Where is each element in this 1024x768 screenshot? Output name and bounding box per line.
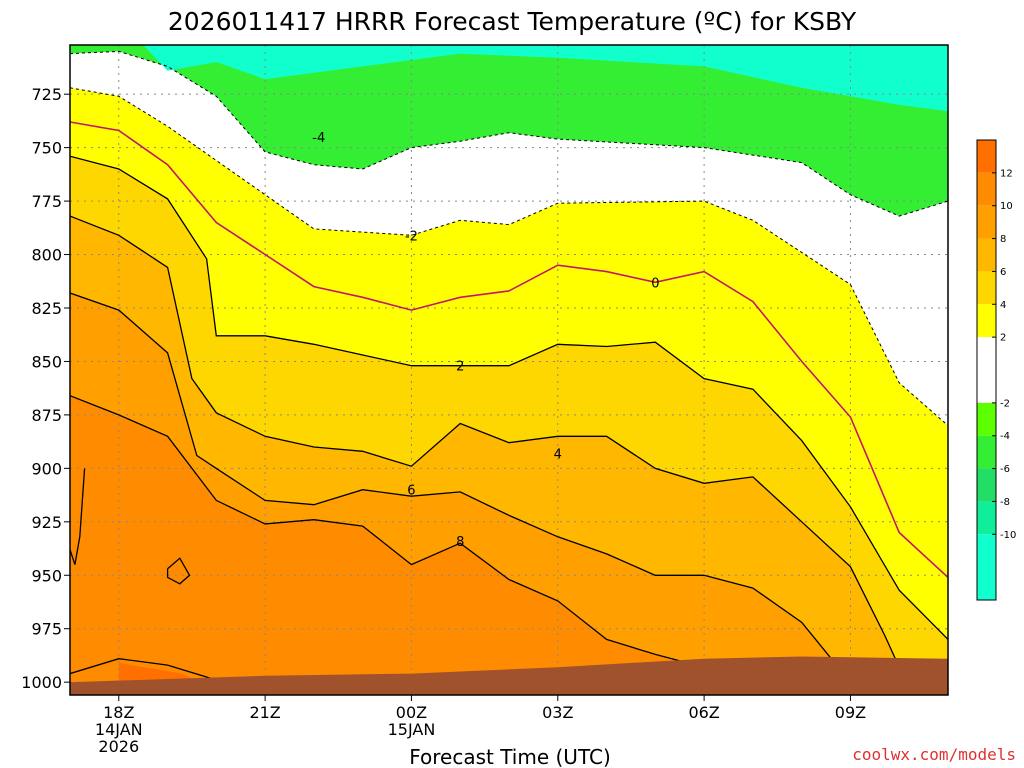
isotherm--2 — [70, 87, 948, 426]
colorbar-bin — [977, 468, 996, 502]
contour-label: 8 — [456, 535, 464, 550]
temperature-band — [70, 45, 948, 112]
colorbar-tick-label: 4 — [1000, 300, 1006, 311]
terrain — [70, 656, 948, 695]
isotherm-6 — [70, 292, 851, 683]
y-tick-label: 800 — [31, 246, 62, 265]
y-tick-label: 775 — [31, 192, 62, 211]
y-tick-label: 825 — [31, 299, 62, 318]
credit-link[interactable]: coolwx.com/models — [852, 745, 1016, 764]
colorbar-frame — [976, 139, 997, 601]
colorbar-bin — [977, 304, 996, 338]
colorbar-bin — [977, 534, 996, 600]
contour-label: -2 — [405, 229, 418, 244]
colorbar-bin — [977, 238, 996, 272]
isotherm-2 — [70, 155, 948, 640]
x-axis-label: Forecast Time (UTC) — [409, 745, 611, 768]
isotherm--4 — [70, 50, 948, 217]
colorbar-bin — [977, 337, 996, 403]
y-tick-label: 925 — [31, 513, 62, 532]
y-tick-label: 875 — [31, 406, 62, 425]
colorbar-legend: 12 10 8 6 4 2 -2 -4 -6 -8 -10 — [976, 139, 1016, 601]
x-tick-date: 14JAN — [95, 720, 143, 739]
x-tick-label: 09Z — [835, 703, 866, 722]
y-tick-label: 750 — [31, 139, 62, 158]
plot-frame — [69, 44, 949, 696]
colorbar-bin — [977, 435, 996, 469]
x-tick-year: 2026 — [98, 737, 139, 756]
y-tick-label: 850 — [31, 352, 62, 371]
colorbar-bin — [977, 205, 996, 239]
y-tick-label: 950 — [31, 566, 62, 585]
colorbar-bin — [977, 402, 996, 436]
colorbar-bin — [977, 271, 996, 305]
y-tick-label: 1000 — [21, 673, 62, 692]
isotherm-0 — [70, 121, 948, 578]
contour-label: 2 — [456, 360, 464, 375]
y-axis: 725 750 775 800 825 850 875 900 925 950 975 1000 — [21, 85, 70, 692]
colorbar-tick-label: 2 — [1000, 333, 1006, 344]
colorbar-bin — [977, 501, 996, 535]
contour-label: 0 — [651, 276, 659, 291]
contour-label: 6 — [407, 484, 415, 499]
colorbar-tick-label: -8 — [1000, 497, 1010, 508]
x-tick-label: 03Z — [542, 703, 573, 722]
y-tick-label: 900 — [31, 459, 62, 478]
colorbar-tick-label: 8 — [1000, 234, 1006, 245]
x-tick-label: 06Z — [688, 703, 719, 722]
x-tick-label: 18Z — [103, 703, 134, 722]
colorbar-tick-label: -2 — [1000, 398, 1010, 409]
colorbar-tick-label: 6 — [1000, 267, 1006, 278]
colorbar-tick-label: -10 — [1000, 530, 1016, 541]
colorbar-bin — [977, 172, 996, 206]
colorbar-tick-label: 12 — [1000, 168, 1013, 179]
x-tick-label: 00Z — [396, 703, 427, 722]
y-tick-label: 975 — [31, 620, 62, 639]
isotherm-8-small — [166, 557, 191, 585]
colorbar-tick-label: 10 — [1000, 201, 1013, 212]
x-tick-date: 15JAN — [388, 720, 436, 739]
colorbar-tick-label: -4 — [1000, 431, 1010, 442]
chart-title: 2026011417 HRRR Forecast Temperature (ºC… — [168, 7, 857, 36]
colorbar-tick-label: -6 — [1000, 464, 1010, 475]
isotherm-4 — [70, 215, 948, 683]
plot-area: -4 -2 0 2 4 6 8 — [69, 44, 949, 696]
temperature-band — [70, 45, 948, 217]
contour-label: -4 — [312, 131, 325, 146]
y-tick-label: 725 — [31, 85, 62, 104]
colorbar-bin — [977, 140, 996, 173]
isotherm-8-small — [70, 468, 86, 565]
x-tick-label: 21Z — [249, 703, 280, 722]
contour-label: 4 — [554, 447, 562, 462]
